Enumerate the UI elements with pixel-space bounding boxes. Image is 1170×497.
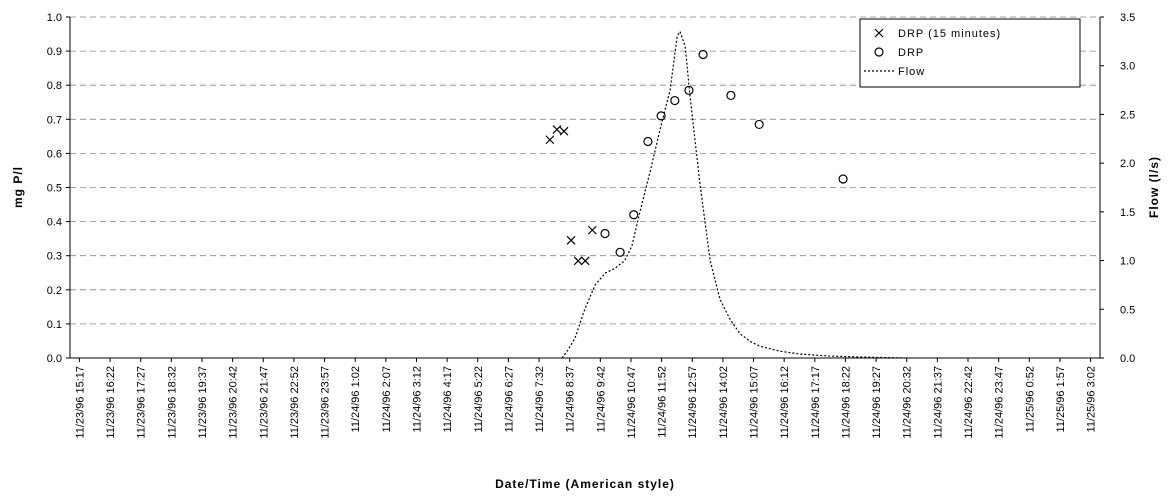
circle-marker [726,90,736,101]
x-tick-label: 11/23/96 22:52 [289,366,301,439]
y2-tick-label: 2.0 [1120,158,1135,170]
x-tick-label: 11/24/96 21:37 [932,366,944,439]
y2-axis-title: Flow (l/s) [1147,156,1161,218]
x-tick-label: 11/24/96 19:27 [871,366,883,439]
y-tick-label: 0.4 [47,217,62,229]
y2-tick-label: 3.5 [1120,12,1135,24]
x-tick-label: 11/24/96 14:02 [718,366,730,439]
circle-marker [615,247,625,257]
x-tick-label: 11/24/96 9:42 [595,366,607,432]
y-tick-label: 1.0 [47,12,62,24]
x-marker [573,256,583,266]
y-tick-label: 0.0 [47,353,62,365]
circle-marker [656,111,666,121]
x-tick-label: 11/23/96 16:22 [105,366,117,439]
legend-label: DRP [898,47,924,59]
x-marker [552,125,562,134]
x-tick-label: 11/25/96 3:02 [1086,366,1098,432]
y2-tick-label: 1.5 [1120,207,1135,219]
x-tick-label: 11/23/96 20:42 [228,366,240,439]
x-tick-label: 11/24/96 20:32 [902,366,914,439]
x-tick-label: 11/24/96 18:22 [840,366,852,439]
circle-marker [643,136,653,147]
circle-marker [838,174,848,184]
y-tick-label: 0.6 [47,148,62,160]
x-marker [566,235,576,245]
x-tick-label: 11/24/96 8:37 [565,366,577,432]
x-tick-label: 11/24/96 5:22 [473,366,485,432]
y-tick-label: 0.9 [47,46,62,58]
y2-tick-label: 0.0 [1120,353,1135,365]
x-axis-title: Date/Time (American style) [495,477,675,491]
x-marker [545,135,555,145]
y-tick-label: 0.8 [47,80,62,92]
legend-box [859,18,1081,88]
y-axis-title: mg P/l [11,166,25,208]
y-tick-label: 0.2 [47,285,62,297]
y-tick-label: 0.3 [47,251,62,263]
flow-line [561,30,905,359]
x-tick-label: 11/24/96 4:17 [442,366,454,432]
x-tick-label: 11/23/96 19:37 [197,366,209,439]
y2-tick-label: 0.5 [1120,304,1135,316]
x-tick-label: 11/24/96 17:17 [810,366,822,439]
x-tick-label: 11/25/96 1:57 [1055,366,1067,432]
x-tick-label: 11/23/96 21:47 [258,366,270,439]
x-tick-label: 11/24/96 23:47 [994,366,1006,439]
legend-label: DRP (15 minutes) [898,28,1001,40]
circle-marker [629,210,639,220]
circle-marker [600,228,610,239]
x-tick-label: 11/24/96 11:52 [657,366,669,438]
x-tick-label: 11/24/96 16:12 [779,366,791,439]
circle-marker [684,85,694,95]
x-tick-label: 11/24/96 12:57 [687,366,699,439]
x-tick-label: 11/24/96 10:47 [626,366,638,439]
legend-label: Flow [898,66,925,78]
x-tick-label: 11/24/96 6:27 [503,366,515,432]
x-marker [580,256,590,266]
y2-tick-label: 3.0 [1120,61,1135,73]
y-tick-label: 0.7 [47,114,62,126]
x-tick-label: 11/23/96 15:17 [74,366,86,439]
y2-tick-label: 2.5 [1120,109,1135,121]
circle-marker [698,49,708,60]
x-tick-label: 11/24/96 22:42 [963,366,975,439]
x-tick-label: 11/24/96 15:07 [749,366,761,439]
x-tick-label: 11/23/96 17:27 [136,366,148,439]
circle-marker [670,95,680,106]
legend-icon [874,47,884,57]
x-tick-label: 11/25/96 0:52 [1024,366,1036,432]
x-tick-label: 11/23/96 23:57 [320,366,332,439]
x-marker [587,225,597,235]
x-tick-label: 11/23/96 18:32 [166,366,178,439]
circle-marker [754,119,764,130]
y-tick-label: 0.1 [47,319,62,331]
x-tick-label: 11/24/96 7:32 [534,366,546,432]
y-tick-label: 0.5 [47,183,62,195]
x-tick-label: 11/24/96 2:07 [381,366,393,432]
legend-icon [874,28,884,38]
x-tick-label: 11/24/96 1:02 [350,366,362,432]
y2-tick-label: 1.0 [1120,256,1135,268]
x-marker [559,126,569,136]
x-tick-label: 11/24/96 3:12 [411,366,423,432]
